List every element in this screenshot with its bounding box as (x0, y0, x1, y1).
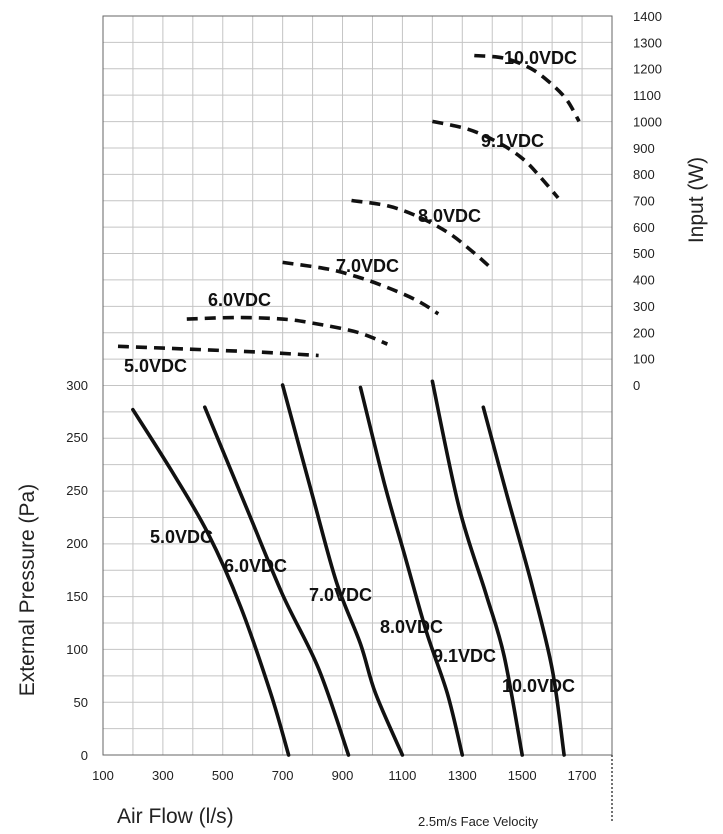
left-tick-label: 150 (66, 589, 88, 604)
input-curve-labels: 5.0VDC 6.0VDC 7.0VDC 8.0VDC 9.1VDC 10.0VDC (124, 48, 577, 376)
input-curve-label: 8.0VDC (418, 206, 481, 226)
right-tick-label: 200 (633, 325, 655, 340)
pressure-curve (430, 379, 524, 757)
right-tick-label: 600 (633, 220, 655, 235)
right-tick-label: 1000 (633, 114, 662, 129)
left-axis-ticks: 0 50 100 150 200 250 250 300 (66, 378, 88, 763)
left-tick-label: 200 (66, 536, 88, 551)
right-tick-label: 1100 (633, 88, 661, 103)
left-tick-label: 50 (74, 695, 88, 710)
pressure-curve-label: 6.0VDC (224, 556, 287, 576)
input-curve (117, 344, 319, 358)
right-tick-label: 700 (633, 194, 655, 209)
right-tick-label: 400 (633, 273, 655, 288)
pressure-curve (481, 405, 566, 757)
left-tick-label: 250 (66, 430, 88, 445)
x-tick-label: 1300 (448, 768, 477, 783)
pressure-curve (131, 407, 291, 757)
pressure-curve (358, 385, 465, 757)
input-curve-label: 9.1VDC (481, 131, 544, 151)
face-velocity-note: 2.5m/s Face Velocity (418, 814, 538, 829)
right-tick-label: 300 (633, 299, 655, 314)
input-curve-label: 6.0VDC (208, 290, 271, 310)
input-curve (351, 198, 494, 271)
right-tick-label: 900 (633, 141, 655, 156)
pressure-curve-label: 8.0VDC (380, 617, 443, 637)
pressure-curve-label: 10.0VDC (502, 676, 575, 696)
x-tick-label: 1500 (508, 768, 537, 783)
input-curve-label: 10.0VDC (504, 48, 577, 68)
input-curve (474, 53, 581, 123)
x-tick-label: 300 (152, 768, 174, 783)
left-tick-label: 250 (66, 483, 88, 498)
pressure-curves (131, 379, 566, 757)
right-tick-label: 500 (633, 246, 655, 261)
input-curve (186, 315, 389, 346)
right-tick-label: 100 (633, 352, 655, 367)
left-tick-label: 0 (81, 748, 88, 763)
x-tick-label: 500 (212, 768, 234, 783)
pressure-curve-label: 9.1VDC (433, 646, 496, 666)
pressure-curve (280, 383, 405, 757)
pressure-curve (203, 405, 351, 757)
x-axis-ticks: 100 300 500 700 900 1100 1300 1500 1700 (92, 768, 596, 783)
right-tick-label: 0 (633, 378, 640, 393)
right-tick-label: 800 (633, 167, 655, 182)
right-axis-ticks: 0 100 200 300 400 500 600 700 800 900 1000 1100 1200… (633, 9, 662, 393)
right-tick-label: 1200 (633, 62, 662, 77)
x-tick-label: 1700 (568, 768, 597, 783)
pressure-curve-label: 7.0VDC (309, 585, 372, 605)
input-curve-label: 5.0VDC (124, 356, 187, 376)
x-tick-label: 700 (272, 768, 294, 783)
plot-frame (102, 15, 613, 756)
input-curve (432, 119, 560, 200)
x-axis-title: Air Flow (l/s) (117, 805, 234, 828)
input-curve-label: 7.0VDC (336, 256, 399, 276)
left-tick-label: 100 (66, 642, 88, 657)
input-curves (117, 53, 581, 358)
right-tick-label: 1400 (633, 9, 662, 24)
pressure-curve-label: 5.0VDC (150, 527, 213, 547)
right-tick-label: 1300 (633, 35, 662, 50)
x-tick-label: 900 (332, 768, 354, 783)
x-tick-label: 100 (92, 768, 114, 783)
grid-lines (103, 16, 612, 755)
x-tick-label: 1100 (388, 768, 416, 783)
left-tick-label: 300 (66, 378, 88, 393)
pressure-curve-labels: 5.0VDC 6.0VDC 7.0VDC 8.0VDC 9.1VDC 10.0VDC (150, 527, 575, 696)
right-axis-title: Input (W) (685, 157, 708, 243)
left-axis-title: External Pressure (Pa) (16, 484, 39, 696)
input-curve (282, 260, 440, 316)
